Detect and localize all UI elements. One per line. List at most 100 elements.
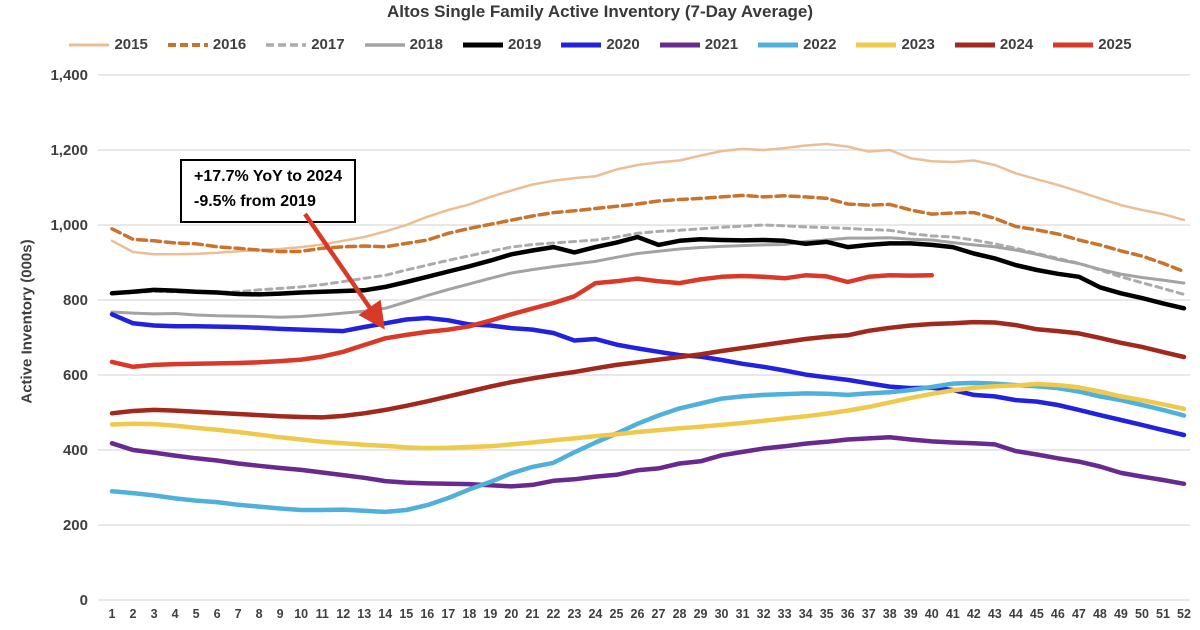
- annotation-line-1: +17.7% YoY to 2024: [194, 168, 343, 185]
- legend-item-2018: 2018: [364, 36, 443, 53]
- x-tick-label: 40: [925, 607, 939, 621]
- y-tick-label: 600: [63, 367, 88, 384]
- x-tick-label: 41: [946, 607, 960, 621]
- legend-swatch-icon: [1053, 42, 1094, 47]
- legend-label: 2015: [114, 36, 148, 53]
- x-tick-label: 17: [441, 607, 455, 621]
- legend-item-2019: 2019: [462, 36, 541, 53]
- x-tick-label: 44: [1009, 607, 1023, 621]
- x-tick-label: 26: [631, 607, 645, 621]
- legend-label: 2016: [212, 36, 247, 53]
- x-tick-label: 6: [214, 607, 221, 621]
- x-tick-label: 50: [1135, 607, 1149, 621]
- x-tick-label: 49: [1114, 607, 1128, 621]
- y-tick-label: 800: [63, 292, 88, 309]
- legend-item-2020: 2020: [560, 36, 640, 53]
- legend-item-2021: 2021: [659, 36, 738, 53]
- x-tick-label: 38: [883, 607, 897, 621]
- series-line-2020: [109, 312, 1187, 438]
- x-tick-label: 47: [1072, 607, 1086, 621]
- series-line-2023: [109, 381, 1187, 451]
- legend-label: 2024: [999, 36, 1034, 53]
- x-tick-label: 4: [172, 607, 179, 621]
- x-tick-label: 39: [904, 607, 918, 621]
- legend-item-2025: 2025: [1052, 36, 1132, 53]
- legend-swatch-icon: [758, 42, 799, 47]
- x-tick-label: 52: [1177, 607, 1191, 621]
- legend-item-2015: 2015: [68, 36, 148, 53]
- y-tick-label: 1,000: [50, 217, 88, 234]
- x-tick-label: 28: [673, 607, 687, 621]
- annotation-arrow: [303, 212, 385, 330]
- series-line-2022: [109, 380, 1187, 515]
- x-tick-label: 51: [1156, 607, 1170, 621]
- y-tick-label: 0: [80, 592, 88, 609]
- series-line-2024: [109, 319, 1187, 420]
- x-tick-label: 15: [399, 607, 413, 621]
- x-tick-label: 27: [652, 607, 666, 621]
- y-tick-label: 1,400: [50, 67, 88, 84]
- x-tick-label: 31: [736, 607, 750, 621]
- series-line-2018: [110, 236, 1186, 319]
- x-tick-label: 20: [504, 607, 518, 621]
- y-tick-label: 200: [63, 517, 88, 534]
- legend-swatch-icon: [167, 42, 208, 47]
- series-line-2025: [109, 273, 935, 370]
- x-tick-label: 46: [1051, 607, 1065, 621]
- x-tick-label: 48: [1093, 607, 1107, 621]
- annotation-line-2: -9.5% from 2019: [194, 192, 316, 210]
- x-tick-label: 9: [277, 607, 284, 621]
- legend-label: 2018: [409, 36, 443, 53]
- x-tick-label: 5: [193, 607, 200, 621]
- legend-label: 2021: [704, 36, 739, 53]
- series-line-2017: [110, 223, 1186, 296]
- legend-label: 2022: [803, 36, 837, 53]
- legend-label: 2025: [1098, 36, 1132, 53]
- x-tick-label: 13: [357, 607, 371, 621]
- x-tick-label: 16: [420, 607, 434, 621]
- x-tick-label: 7: [235, 607, 242, 621]
- x-tick-label: 34: [799, 607, 813, 621]
- x-tick-label: 43: [988, 607, 1002, 621]
- x-tick-label: 37: [862, 607, 876, 621]
- y-axis-title: Active Inventory (000s): [18, 239, 36, 404]
- x-tick-label: 10: [294, 607, 308, 621]
- legend-swatch-icon: [561, 42, 602, 47]
- x-tick-label: 32: [757, 607, 771, 621]
- legend-swatch-icon: [462, 42, 503, 47]
- x-tick-label: 33: [778, 607, 792, 621]
- x-tick-label: 21: [525, 607, 539, 621]
- x-tick-label: 12: [336, 607, 350, 621]
- x-tick-label: 1: [109, 607, 116, 621]
- legend-swatch-icon: [659, 42, 700, 47]
- series-line-2019: [109, 234, 1187, 311]
- legend-label: 2023: [901, 36, 935, 53]
- legend-swatch-icon: [856, 42, 897, 47]
- legend-swatch-icon: [954, 42, 995, 47]
- legend-swatch-icon: [266, 42, 307, 47]
- x-tick-label: 24: [588, 607, 602, 621]
- legend-item-2023: 2023: [855, 36, 935, 53]
- x-tick-label: 11: [316, 607, 329, 621]
- series-line-2021: [109, 435, 1187, 489]
- x-tick-label: 25: [610, 607, 624, 621]
- legend-item-2024: 2024: [954, 36, 1033, 53]
- x-tick-label: 2: [130, 607, 137, 621]
- x-tick-label: 19: [483, 607, 497, 621]
- legend-item-2022: 2022: [757, 36, 836, 53]
- x-tick-label: 30: [715, 607, 729, 621]
- x-tick-label: 36: [841, 607, 855, 621]
- x-tick-label: 14: [378, 607, 392, 621]
- chart-title: Altos Single Family Active Inventory (7-…: [386, 2, 814, 21]
- x-tick-label: 35: [820, 607, 834, 621]
- legend-swatch-icon: [364, 42, 405, 47]
- x-tick-label: 22: [546, 607, 560, 621]
- x-tick-label: 8: [256, 607, 263, 621]
- legend-label: 2017: [311, 36, 345, 53]
- x-tick-label: 23: [567, 607, 581, 621]
- x-tick-label: 3: [151, 607, 158, 621]
- legend: 2015 2016 2017 2018 2019 2020 2021 2022 2023 2024…: [0, 36, 1200, 53]
